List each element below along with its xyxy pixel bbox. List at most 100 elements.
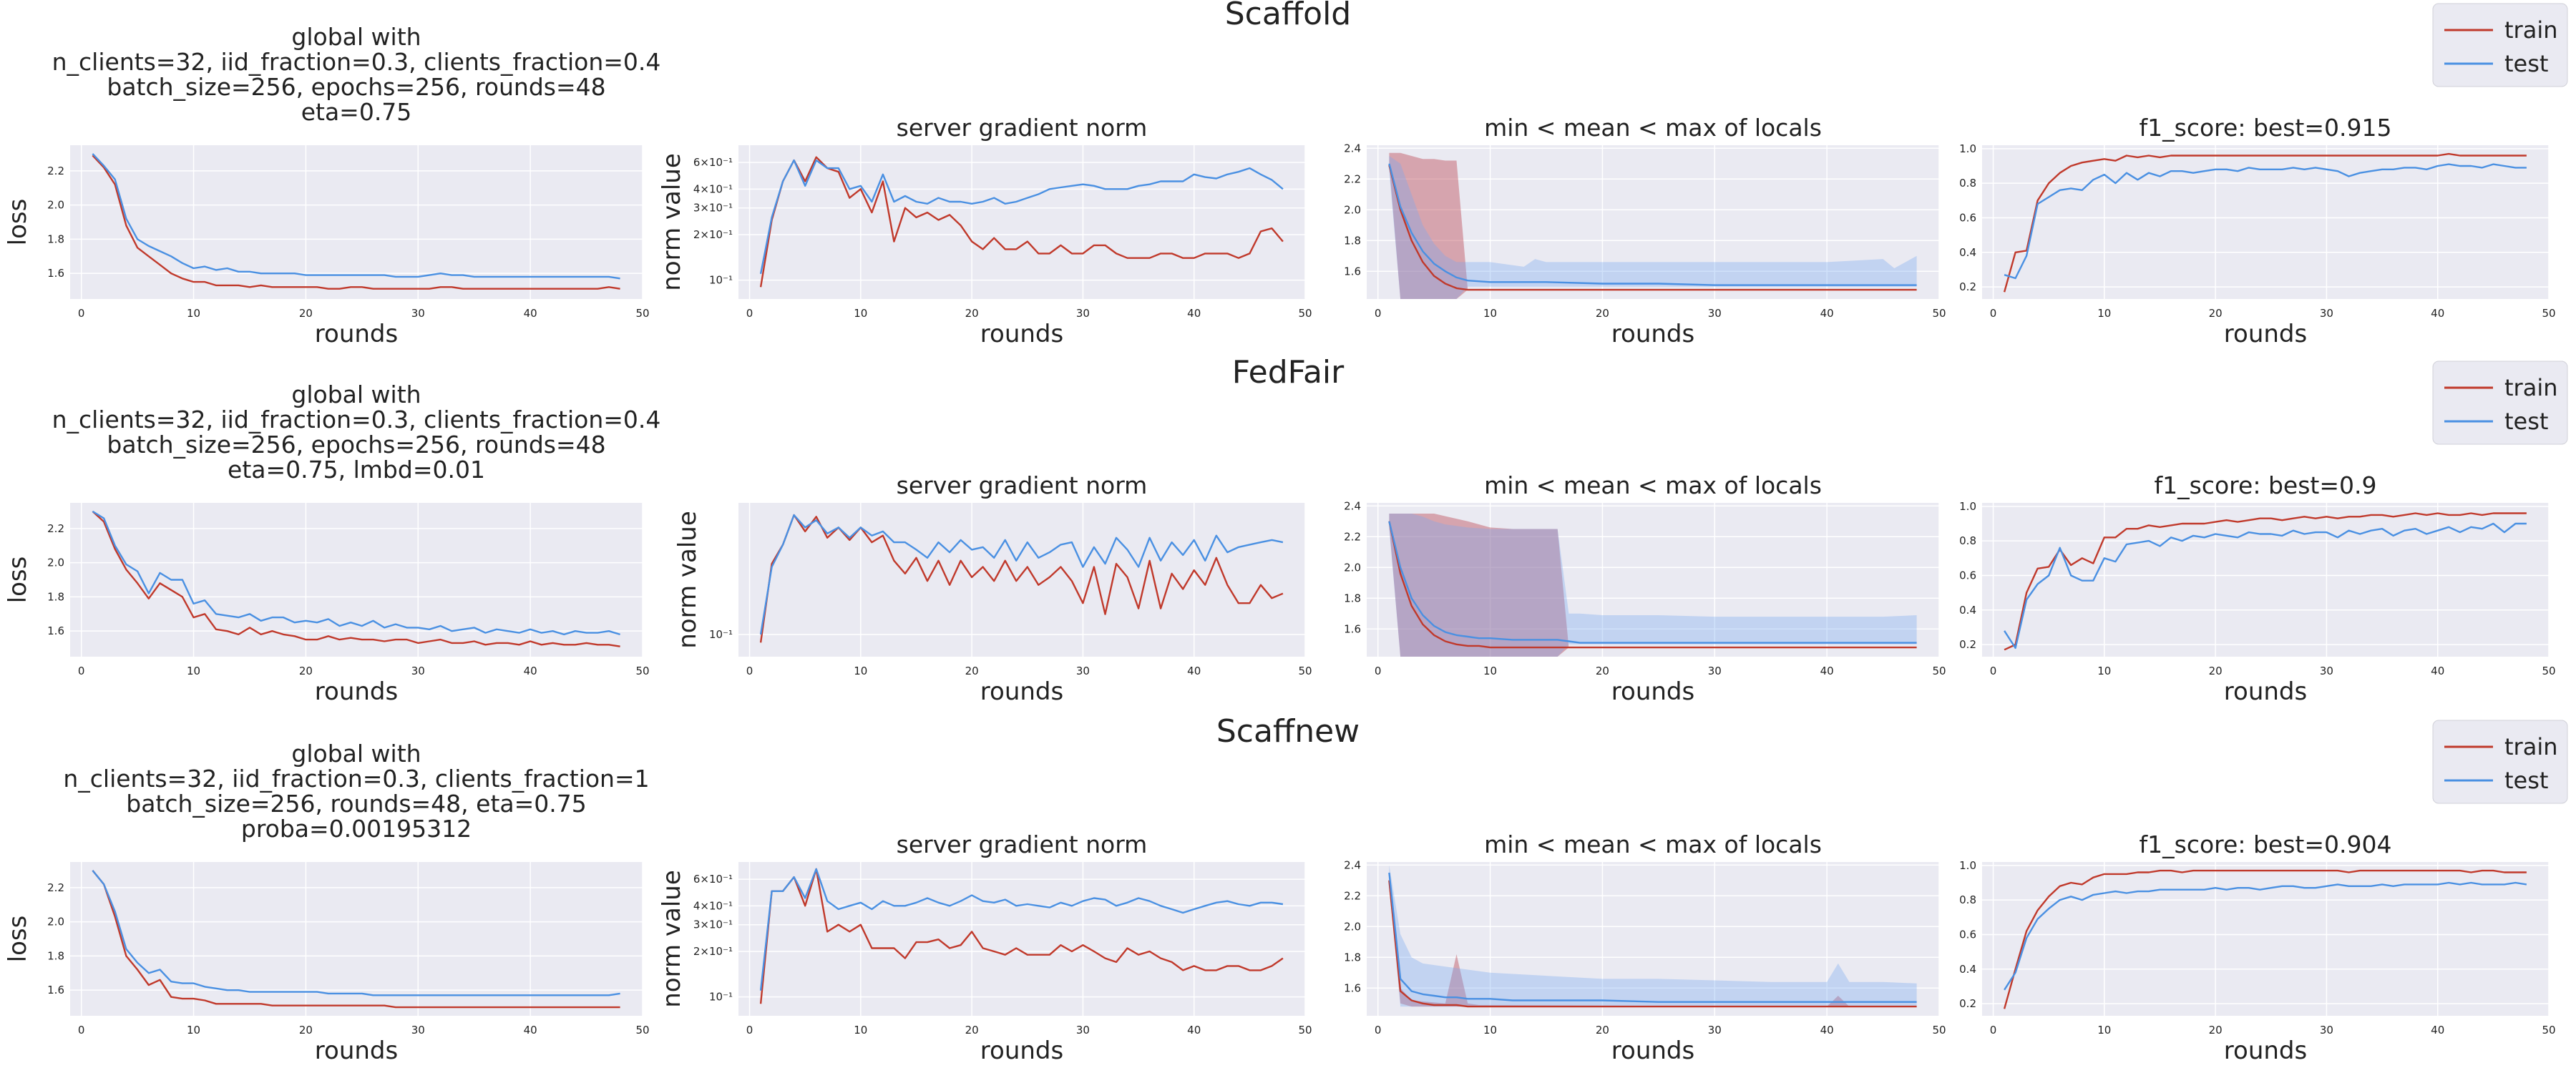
chart-panel-loss: 0 10 20 30 40 50 1.6 1.8 2.0 2.2 rounds loss (4, 145, 650, 348)
y-tick-label: 1.6 (47, 624, 64, 637)
x-tick-label: 30 (2320, 307, 2333, 320)
y-tick-label: 1.6 (1344, 265, 1361, 278)
legend-label: train (2504, 16, 2557, 44)
y-tick-label: 1.8 (1344, 592, 1361, 604)
y-tick-label: 10⁻¹ (709, 274, 733, 287)
y-axis-label: loss (4, 557, 32, 604)
loss-panel-title: eta=0.75 (301, 98, 412, 126)
y-tick-label: 1.8 (47, 232, 64, 245)
series-line-train (759, 868, 1284, 1004)
y-tick-label: 2.0 (1344, 920, 1361, 933)
x-tick-label: 30 (1076, 665, 1090, 677)
loss-panel-title: global with (291, 381, 421, 408)
series-line-train (92, 155, 620, 290)
y-tick-label: 2.4 (1344, 499, 1361, 512)
x-tick-label: 10 (854, 1024, 867, 1037)
panel-title: server gradient norm (897, 831, 1148, 858)
x-tick-label: 0 (78, 665, 85, 677)
panel-title: min < mean < max of locals (1484, 114, 1822, 142)
legend-label: test (2504, 408, 2548, 435)
row-title: Scaffold (1225, 0, 1351, 32)
x-tick-label: 40 (1820, 665, 1834, 677)
series-line-test (1388, 163, 1917, 286)
legend-box (2432, 3, 2568, 87)
plot-area (1367, 503, 1939, 657)
x-tick-label: 40 (2431, 1024, 2444, 1037)
panel-title: f1_score: best=0.9 (2155, 471, 2377, 499)
x-tick-label: 20 (2209, 307, 2223, 320)
y-tick-label: 2.0 (47, 557, 64, 569)
x-tick-label: 0 (1375, 665, 1382, 677)
chart-panel-locals: 0 10 20 30 40 50 1.6 1.8 2.0 2.2 2.4 rounds min < me… (1344, 114, 1946, 348)
x-tick-label: 30 (1076, 1024, 1090, 1037)
x-tick-label: 10 (187, 665, 200, 677)
y-tick-label: 2.0 (47, 916, 64, 929)
legend-box (2432, 361, 2568, 445)
x-axis-label: rounds (980, 677, 1063, 706)
series-line-test (759, 159, 1284, 275)
x-tick-label: 20 (2209, 665, 2223, 677)
panel-title: server gradient norm (897, 471, 1148, 499)
chart-panel-f1: 0 10 20 30 40 50 0.2 0.4 0.6 0.8 1.0 rounds f1_score… (1959, 471, 2555, 706)
series-line-train (1388, 521, 1917, 649)
y-tick-label: 0.6 (1959, 211, 1976, 224)
x-tick-label: 30 (411, 665, 425, 677)
y-tick-label: 3×10⁻¹ (693, 918, 733, 931)
chart-panel-f1: 0 10 20 30 40 50 0.2 0.4 0.6 0.8 1.0 rounds f1_score… (1959, 114, 2555, 348)
x-tick-label: 30 (1708, 307, 1722, 320)
x-tick-label: 50 (1298, 665, 1312, 677)
y-tick-label: 0.4 (1959, 246, 1976, 259)
y-tick-label: 0.8 (1959, 534, 1976, 547)
y-tick-label: 6×10⁻¹ (693, 156, 733, 169)
band-train (1389, 152, 1917, 299)
x-tick-label: 10 (1483, 1024, 1497, 1037)
row-title: Scaffnew (1216, 713, 1360, 750)
y-axis-label: loss (4, 199, 32, 246)
chart-panel-grad: 0 10 20 30 40 50 10⁻¹ 2×10⁻¹ 3×10⁻¹ 4×10⁻¹ 6×10⁻¹ r… (658, 114, 1312, 348)
x-axis-label: rounds (2224, 677, 2307, 706)
chart-panel-f1: 0 10 20 30 40 50 0.2 0.4 0.6 0.8 1.0 rounds f1_score… (1959, 831, 2555, 1065)
y-tick-label: 1.0 (1959, 142, 1976, 155)
y-tick-label: 1.6 (47, 984, 64, 996)
y-tick-label: 6×10⁻¹ (693, 873, 733, 886)
x-tick-label: 0 (78, 307, 85, 320)
x-tick-label: 40 (524, 307, 537, 320)
y-tick-label: 10⁻¹ (709, 991, 733, 1004)
x-tick-label: 50 (1298, 1024, 1312, 1037)
series-line-train (1388, 165, 1917, 291)
x-tick-label: 20 (299, 665, 313, 677)
chart-panel-loss: 0 10 20 30 40 50 1.6 1.8 2.0 2.2 rounds loss (4, 503, 650, 706)
y-tick-label: 2.0 (47, 199, 64, 212)
y-tick-label: 4×10⁻¹ (693, 182, 733, 195)
x-tick-label: 20 (299, 1024, 313, 1037)
x-tick-label: 50 (1298, 307, 1312, 320)
x-tick-label: 40 (1820, 307, 1834, 320)
x-axis-label: rounds (2224, 1037, 2307, 1065)
x-tick-label: 40 (524, 1024, 537, 1037)
loss-panel-title: eta=0.75, lmbd=0.01 (228, 456, 485, 484)
band-test (1389, 865, 1917, 1007)
x-tick-label: 0 (1990, 307, 1997, 320)
y-tick-label: 1.8 (1344, 951, 1361, 964)
series-line-train (2004, 512, 2527, 651)
plot-area (1367, 145, 1939, 299)
x-tick-label: 30 (411, 1024, 425, 1037)
x-tick-label: 20 (1596, 665, 1609, 677)
x-tick-label: 10 (2097, 665, 2111, 677)
x-tick-label: 40 (1820, 1024, 1834, 1037)
plot-area (1982, 503, 2549, 657)
y-tick-label: 1.6 (47, 267, 64, 280)
x-tick-label: 10 (854, 665, 867, 677)
x-tick-label: 10 (2097, 307, 2111, 320)
panel-title: server gradient norm (897, 114, 1148, 142)
y-tick-label: 2.2 (47, 881, 64, 894)
legend-label: train (2504, 733, 2557, 760)
series-line-test (92, 153, 620, 280)
x-tick-label: 30 (2320, 665, 2333, 677)
x-tick-label: 30 (411, 307, 425, 320)
series-line-test (92, 870, 620, 996)
chart-panel-locals: 0 10 20 30 40 50 1.6 1.8 2.0 2.2 2.4 rounds min < me… (1344, 831, 1946, 1065)
x-tick-label: 50 (2542, 1024, 2555, 1037)
x-tick-label: 0 (1375, 307, 1382, 320)
y-tick-label: 10⁻¹ (709, 628, 733, 641)
